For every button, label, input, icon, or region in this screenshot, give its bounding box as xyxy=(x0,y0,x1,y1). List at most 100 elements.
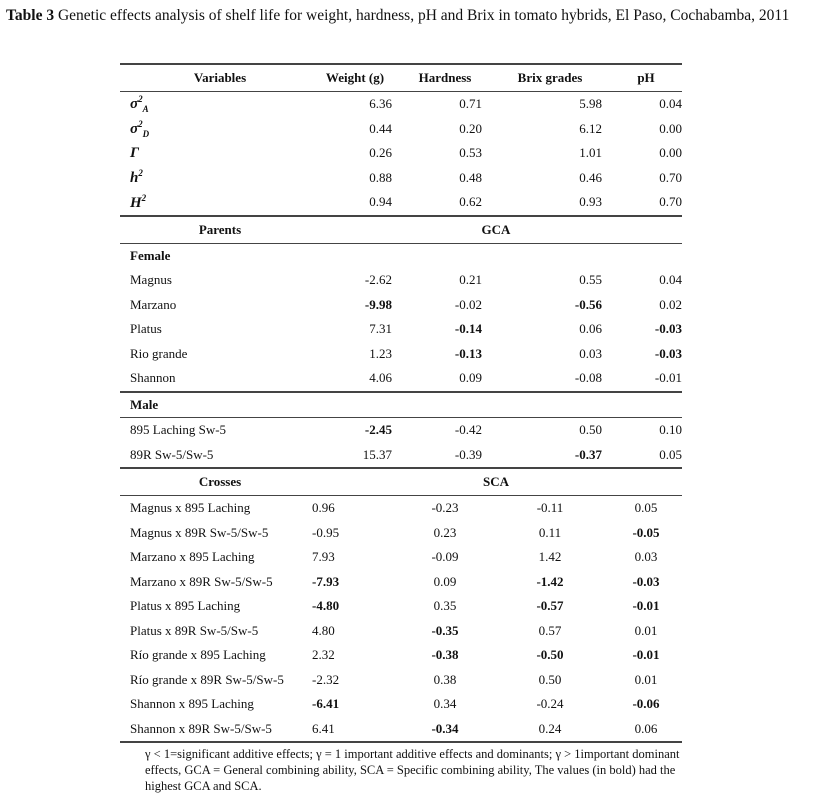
value-cell: 0.44 xyxy=(369,120,392,136)
symbol-cell: Γ xyxy=(120,141,310,166)
symbol: H2 xyxy=(130,192,147,211)
value-cell: 4.80 xyxy=(312,622,335,638)
value-cell: 15.37 xyxy=(362,446,392,462)
value-cell: -0.35 xyxy=(431,622,459,638)
value-cell: 0.48 xyxy=(459,169,482,185)
value-cell: 0.35 xyxy=(433,598,457,614)
value-cell: 0.09 xyxy=(459,370,482,386)
value-cell: -0.01 xyxy=(654,370,682,386)
value-cell: 0.06 xyxy=(610,716,682,743)
caption-label: Table 3 xyxy=(6,7,55,24)
row-label: Río grande x 895 Laching xyxy=(130,647,266,663)
data-row: σ2A 6.36 0.71 5.98 0.04 xyxy=(120,92,682,117)
value-cell: 0.50 xyxy=(538,671,562,687)
value-cell: 0.23 xyxy=(433,524,457,540)
row-label: Shannon x 895 Laching xyxy=(130,696,254,712)
caption-text: Genetic effects analysis of shelf life f… xyxy=(57,7,790,24)
group-title: Female xyxy=(130,247,171,263)
data-row: Shannon x 895 Laching -6.41 0.34 -0.24 -0.06 xyxy=(120,692,682,717)
data-row: H2 0.94 0.62 0.93 0.70 xyxy=(120,190,682,216)
symbol-sup: 2 xyxy=(138,168,143,179)
row-label: Platus xyxy=(130,321,162,337)
data-row: σ2D 0.44 0.20 6.12 0.00 xyxy=(120,117,682,142)
symbol-sup: 2 xyxy=(141,192,147,203)
value-cell: 0.03 xyxy=(579,345,602,361)
caption: Table 3 Genetic effects analysis of shel… xyxy=(6,6,824,26)
value-cell: 4.06 xyxy=(369,370,392,386)
section-header: Parents GCA xyxy=(120,214,682,244)
column-header: Weight (g) xyxy=(310,63,400,92)
data-row: Marzano -9.98 -0.02 -0.56 0.02 xyxy=(120,293,682,318)
value-cell: 5.98 xyxy=(579,96,602,112)
value-cell: -0.34 xyxy=(400,716,490,743)
data-row: Río grande x 89R Sw-5/Sw-5 -2.32 0.38 0.50 0… xyxy=(120,668,682,693)
column-header: Variables xyxy=(120,63,310,92)
value-cell: -0.38 xyxy=(431,647,459,663)
value-cell: 0.46 xyxy=(579,169,602,185)
section-title: Crosses xyxy=(120,467,310,496)
value-cell: -7.93 xyxy=(312,573,340,589)
value-cell: -4.80 xyxy=(312,598,340,614)
value-cell: -0.01 xyxy=(632,647,660,663)
data-row: Shannon 4.06 0.09 -0.08 -0.01 xyxy=(120,366,682,392)
symbol-cell: σ2A xyxy=(120,92,310,117)
value-cell: -9.98 xyxy=(364,296,392,312)
value-cell: -0.01 xyxy=(632,598,660,614)
row-label: Shannon x 89R Sw-5/Sw-5 xyxy=(120,716,310,743)
value-cell: 0.70 xyxy=(659,194,682,210)
value-cell: 0.62 xyxy=(459,194,482,210)
symbol-cell: σ2D xyxy=(120,117,310,142)
value-cell: 1.23 xyxy=(369,345,392,361)
symbol-cell: h2 xyxy=(120,166,310,191)
value-cell: -0.06 xyxy=(632,696,660,712)
value-cell: -0.56 xyxy=(574,296,602,312)
value-cell: 0.50 xyxy=(579,422,602,438)
value-cell: 6.36 xyxy=(369,96,392,112)
value-cell: 0.09 xyxy=(433,573,457,589)
value-cell: 0.10 xyxy=(659,422,682,438)
value-cell: 0.01 xyxy=(634,671,658,687)
value-cell: 0.57 xyxy=(538,622,562,638)
symbol-sup: 2 xyxy=(138,94,143,105)
value-cell: 0.11 xyxy=(538,524,562,540)
value-cell: 0.71 xyxy=(459,96,482,112)
data-row: Magnus x 895 Laching 0.96 -0.23 -0.11 0.05 xyxy=(120,496,682,521)
value-cell: -0.50 xyxy=(536,647,564,663)
row-label: 89R Sw-5/Sw-5 xyxy=(130,446,214,462)
value-cell: -2.32 xyxy=(312,671,340,687)
data-row: Platus x 895 Laching -4.80 0.35 -0.57 -0.01 xyxy=(120,594,682,619)
group-title: Male xyxy=(120,390,682,418)
data-row: Río grande x 895 Laching 2.32 -0.38 -0.50 -0… xyxy=(120,643,682,668)
data-row: Magnus -2.62 0.21 0.55 0.04 xyxy=(120,268,682,293)
value-cell: 0.04 xyxy=(659,272,682,288)
value-cell: -2.45 xyxy=(364,422,392,438)
data-row: Platus 7.31 -0.14 0.06 -0.03 xyxy=(120,317,682,342)
value-cell: -0.09 xyxy=(431,549,459,565)
value-cell: 0.05 xyxy=(634,500,658,516)
value-cell: 6.41 xyxy=(310,716,400,743)
row-label: Platus x 895 Laching xyxy=(130,598,241,614)
value-cell: 0.04 xyxy=(659,96,682,112)
value-cell: -0.03 xyxy=(632,573,660,589)
data-row: h2 0.88 0.48 0.46 0.70 xyxy=(120,166,682,191)
section-effect: GCA xyxy=(310,214,682,244)
row-label: Platus x 89R Sw-5/Sw-5 xyxy=(130,622,259,638)
value-cell: 0.34 xyxy=(433,696,457,712)
value-cell: -0.08 xyxy=(574,370,602,386)
value-cell: 0.96 xyxy=(312,500,335,516)
column-header: pH xyxy=(610,63,682,92)
symbol: σ2D xyxy=(130,118,150,139)
value-cell: 0.03 xyxy=(634,549,658,565)
table-body: Variables Weight (g) Hardness Brix grades pH… xyxy=(120,63,682,743)
symbol-sub: A xyxy=(142,104,149,115)
value-cell: -0.02 xyxy=(454,296,482,312)
value-cell: -0.23 xyxy=(431,500,459,516)
value-cell: 0.00 xyxy=(659,120,682,136)
value-cell: 0.05 xyxy=(659,446,682,462)
row-label: Marzano xyxy=(130,296,177,312)
group-row: Female xyxy=(120,243,682,268)
value-cell: 7.31 xyxy=(369,321,392,337)
value-cell: -0.95 xyxy=(312,524,340,540)
data-row: Marzano x 89R Sw-5/Sw-5 -7.93 0.09 -1.42 -0.… xyxy=(120,570,682,595)
value-cell: -6.41 xyxy=(312,696,340,712)
